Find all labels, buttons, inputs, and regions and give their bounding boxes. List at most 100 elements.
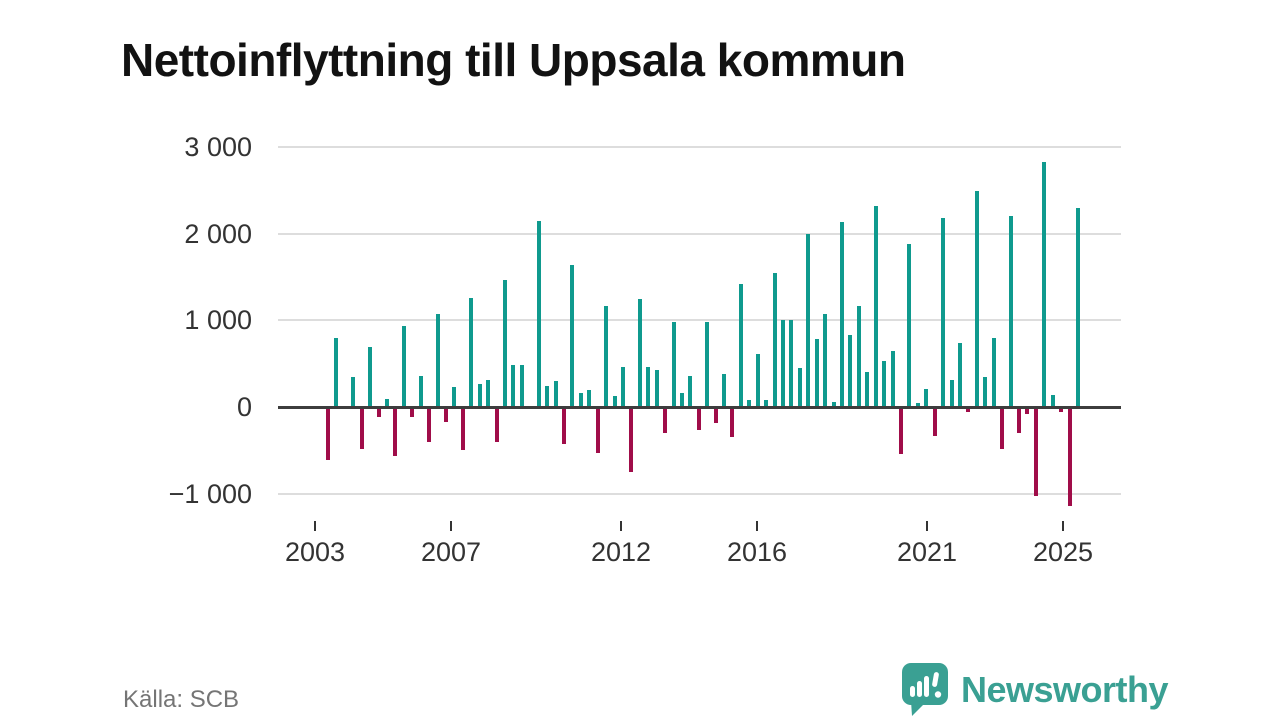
bar-2011Q2 [595,407,600,453]
bar-2022Q4 [983,377,988,407]
gridline-y-2000 [278,232,1121,235]
bar-2025Q1 [1059,407,1064,413]
bar-2015Q3 [738,284,743,407]
bar-2003Q3 [334,337,339,407]
bar-2011Q1 [587,389,592,407]
bar-2024Q3 [1042,162,1047,407]
bar-2015Q1 [722,374,727,407]
x-axis-label-2012: 2012 [590,537,652,567]
bar-2007Q4 [477,384,482,407]
x-axis-label-2025: 2025 [1032,537,1094,567]
bar-2024Q2 [1033,407,1038,497]
bar-2007Q2 [460,407,465,451]
bar-2012Q4 [646,367,651,407]
bar-2011Q3 [604,306,609,407]
page-title: Nettoinflyttning till Uppsala kommun [121,33,906,86]
bar-2023Q3 [1008,216,1013,407]
gridline-y-1000 [278,319,1121,322]
bar-2017Q1 [789,320,794,407]
bar-2023Q4 [1017,407,1021,433]
y-axis-label: 3 000 [184,131,252,162]
bar-2012Q3 [637,299,642,407]
newsworthy-logo-icon [902,663,948,717]
gridline-y--1000 [278,492,1121,495]
bar-2009Q4 [545,386,550,407]
source-text: Källa: SCB [123,686,240,713]
bar-2010Q2 [561,407,566,444]
bar-2005Q4 [410,407,415,417]
bar-2021Q4 [949,379,954,407]
bar-2003Q2 [326,407,330,460]
bar-2007Q1 [452,386,457,407]
bar-2025Q3 [1076,208,1080,407]
bar-2021Q2 [932,407,937,437]
bar-2021Q1 [924,388,929,407]
bar-2007Q3 [469,297,474,407]
bar-2005Q2 [393,407,398,456]
x-axis-label-2021: 2021 [896,537,958,567]
bar-2018Q1 [823,314,828,407]
bar-2021Q3 [941,217,946,407]
bar-2008Q1 [486,379,491,407]
bar-2023Q2 [1000,407,1005,450]
bar-2014Q1 [688,375,693,407]
bar-2017Q3 [806,234,811,407]
x-axis-label-2016: 2016 [726,537,788,567]
bar-2022Q2 [966,407,971,413]
bar-2024Q4 [1050,395,1055,407]
bar-2004Q1 [351,376,356,407]
x-axis-tick-2021 [926,521,928,531]
brand-name-text: Newsworthy [961,669,1169,710]
bar-2014Q4 [713,407,718,424]
bar-2016Q4 [781,320,786,407]
bar-2016Q3 [772,273,777,407]
bar-2006Q3 [435,314,440,407]
bar-2006Q1 [418,376,423,407]
bar-2020Q3 [907,243,912,407]
bar-2015Q4 [747,399,752,407]
bar-2018Q2 [831,401,836,407]
x-axis-tick-2003 [314,521,316,531]
bar-2024Q1 [1025,407,1030,415]
bar-2006Q2 [427,407,432,443]
bar-2016Q2 [764,399,769,407]
bar-2010Q3 [570,265,575,407]
y-axis-label: 0 [236,392,252,422]
bar-2017Q2 [797,367,802,407]
bar-2010Q1 [553,381,558,407]
x-axis-tick-2007 [450,521,452,531]
zero-axis-line [278,405,1121,409]
bar-2025Q2 [1067,407,1072,507]
x-axis-tick-2012 [620,521,622,531]
bar-2017Q4 [814,339,819,407]
y-axis-label: 1 000 [184,305,252,336]
newsworthy-brand: Newsworthy [902,663,1169,717]
bar-2005Q1 [384,399,389,407]
bar-2008Q2 [494,407,499,443]
bar-2014Q2 [696,407,701,431]
bar-2022Q3 [974,191,979,407]
x-axis-tick-2016 [756,521,758,531]
bar-2014Q3 [705,322,710,407]
bar-2019Q2 [865,371,870,407]
bar-2005Q3 [401,326,406,407]
gridline-y-3000 [278,145,1121,148]
bar-2008Q3 [502,279,507,407]
x-axis-tick-2025 [1062,521,1064,531]
bar-2004Q3 [368,347,373,407]
bar-2020Q4 [915,403,920,407]
bar-2020Q2 [899,407,904,455]
bar-2019Q3 [873,206,878,407]
x-axis-label-2003: 2003 [284,537,346,567]
bar-2012Q2 [629,407,634,473]
bar-2015Q2 [730,407,735,437]
bar-2004Q2 [359,407,364,449]
y-axis-label: 2 000 [184,218,252,249]
bar-2009Q1 [519,365,524,407]
bar-2023Q1 [991,337,996,407]
bar-2019Q1 [856,305,861,407]
bar-2008Q4 [511,364,516,407]
bar-2018Q4 [848,335,853,407]
bar-2011Q4 [612,396,617,407]
